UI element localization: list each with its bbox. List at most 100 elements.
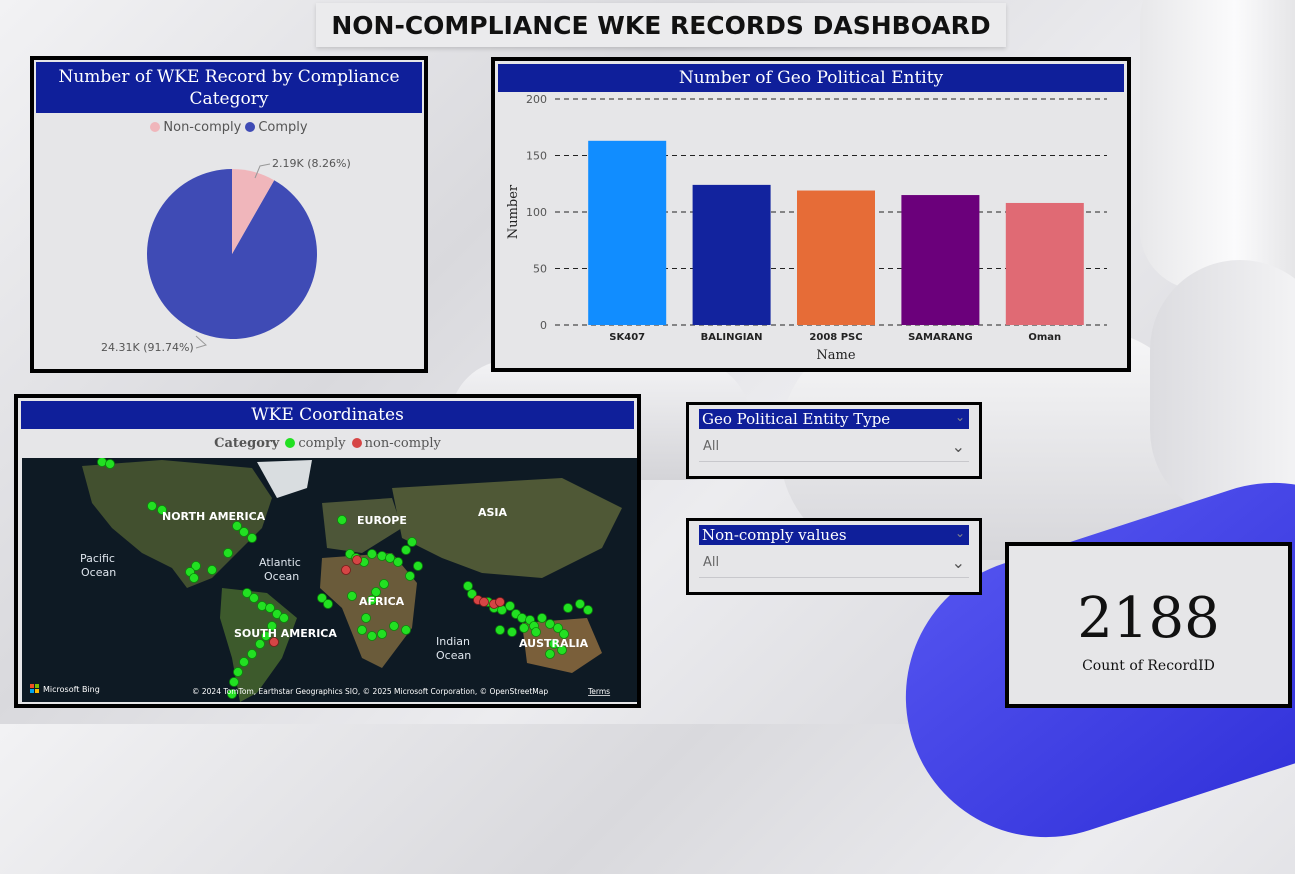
map-point-comply[interactable] <box>557 645 567 655</box>
map-point-comply[interactable] <box>537 613 547 623</box>
map-point-comply[interactable] <box>517 613 527 623</box>
map-point-comply[interactable] <box>563 603 573 613</box>
x-tick-label: SAMARANG <box>908 332 973 343</box>
map-point-comply[interactable] <box>371 587 381 597</box>
map-point-comply[interactable] <box>367 631 377 641</box>
chevron-down-icon: ⌄ <box>951 436 965 456</box>
map-point-comply[interactable] <box>239 657 249 667</box>
map-point-comply[interactable] <box>147 501 157 511</box>
map-point-comply[interactable] <box>405 571 415 581</box>
map-canvas[interactable]: NORTH AMERICA EUROPE ASIA AFRICA SOUTH A… <box>22 458 637 702</box>
map-point-comply[interactable] <box>495 625 505 635</box>
map-point-comply[interactable] <box>157 505 167 515</box>
map-point-comply[interactable] <box>357 625 367 635</box>
legend-item-noncomply[interactable]: Non-comply <box>150 120 241 135</box>
geo-entity-type-slicer[interactable]: Geo Political Entity Type ⌄ All ⌄ <box>686 402 982 479</box>
map-point-comply[interactable] <box>545 619 555 629</box>
map-point-comply[interactable] <box>279 613 289 623</box>
map-point-comply[interactable] <box>232 521 242 531</box>
map-point-comply[interactable] <box>497 605 507 615</box>
map-provider: Microsoft Bing <box>43 685 100 694</box>
map-point-comply[interactable] <box>531 627 541 637</box>
map-point-comply[interactable] <box>575 599 585 609</box>
map-point-comply[interactable] <box>223 548 233 558</box>
map-point-noncomply[interactable] <box>269 637 279 647</box>
map-point-comply[interactable] <box>261 631 271 641</box>
map-point-comply[interactable] <box>255 639 265 649</box>
bar-2008-psc[interactable] <box>797 190 875 325</box>
wke-map-card[interactable]: WKE Coordinates Category comply non-comp… <box>14 394 641 708</box>
map-point-comply[interactable] <box>559 629 569 639</box>
map-point-comply[interactable] <box>191 561 201 571</box>
noncomply-values-dropdown[interactable]: All ⌄ <box>699 547 969 578</box>
map-point-comply[interactable] <box>361 613 371 623</box>
map-point-comply[interactable] <box>583 605 593 615</box>
map-point-comply[interactable] <box>249 593 259 603</box>
map-point-comply[interactable] <box>407 537 417 547</box>
map-point-comply[interactable] <box>227 689 237 699</box>
map-point-comply[interactable] <box>393 557 403 567</box>
noncomply-values-slicer[interactable]: Non-comply values ⌄ All ⌄ <box>686 518 982 595</box>
map-point-comply[interactable] <box>233 667 243 677</box>
map-point-comply[interactable] <box>247 533 257 543</box>
map-point-comply[interactable] <box>389 621 399 631</box>
map-point-comply[interactable] <box>519 623 529 633</box>
map-point-comply[interactable] <box>347 591 357 601</box>
map-point-comply[interactable] <box>97 458 107 467</box>
map-point-comply[interactable] <box>189 573 199 583</box>
map-point-noncomply[interactable] <box>352 555 362 565</box>
pie-chart[interactable]: 2.19K (8.26%) 24.31K (91.74%) <box>34 140 424 370</box>
map-point-comply[interactable] <box>239 527 249 537</box>
compliance-pie-card[interactable]: Number of WKE Record by Compliance Categ… <box>30 56 428 373</box>
map-point-comply[interactable] <box>367 549 377 559</box>
slicer-value: All <box>703 438 720 454</box>
world-map[interactable]: NORTH AMERICA EUROPE ASIA AFRICA SOUTH A… <box>22 458 637 702</box>
map-point-noncomply[interactable] <box>495 597 505 607</box>
bar-balingian[interactable] <box>692 184 771 325</box>
map-point-comply[interactable] <box>267 621 277 631</box>
bar-samarang[interactable] <box>901 195 980 325</box>
map-point-comply[interactable] <box>463 581 473 591</box>
map-point-comply[interactable] <box>105 459 115 469</box>
map-terms-link[interactable]: Terms <box>587 687 610 696</box>
chevron-down-icon[interactable]: ⌄ <box>954 410 965 424</box>
pie-slice-comply[interactable] <box>146 169 317 340</box>
map-point-comply[interactable] <box>367 595 377 605</box>
geo-entity-type-dropdown[interactable]: All ⌄ <box>699 431 969 462</box>
map-point-comply[interactable] <box>553 623 563 633</box>
map-point-comply[interactable] <box>385 553 395 563</box>
bar-oman[interactable] <box>1005 202 1084 325</box>
map-point-comply[interactable] <box>337 515 347 525</box>
map-point-noncomply[interactable] <box>341 565 351 575</box>
map-point-comply[interactable] <box>317 593 327 603</box>
bar-sk407[interactable] <box>588 140 667 325</box>
map-point-comply[interactable] <box>401 545 411 555</box>
map-point-comply[interactable] <box>379 579 389 589</box>
bar-chart[interactable]: 0 50 100 150 200 SK407 BALINGIAN 2008 PSC SAMARA… <box>495 89 1125 369</box>
pie-slice-noncomply[interactable] <box>232 169 275 254</box>
legend-item-noncomply[interactable]: non-comply <box>351 436 441 451</box>
map-point-noncomply[interactable] <box>479 597 489 607</box>
map-point-comply[interactable] <box>265 603 275 613</box>
map-point-comply[interactable] <box>257 601 267 611</box>
map-point-comply[interactable] <box>549 639 559 649</box>
chevron-down-icon[interactable]: ⌄ <box>954 526 965 540</box>
legend-item-comply[interactable]: comply <box>285 436 346 451</box>
legend-item-comply[interactable]: Comply <box>245 120 308 135</box>
geo-entity-bar-card[interactable]: Number of Geo Political Entity 0 50 100 150… <box>491 57 1131 372</box>
map-point-comply[interactable] <box>401 625 411 635</box>
map-point-comply[interactable] <box>323 599 333 609</box>
map-point-comply[interactable] <box>505 601 515 611</box>
map-point-comply[interactable] <box>545 649 555 659</box>
map-point-comply[interactable] <box>247 649 257 659</box>
map-point-comply[interactable] <box>377 551 387 561</box>
map-point-comply[interactable] <box>467 589 477 599</box>
map-point-comply[interactable] <box>507 627 517 637</box>
map-legend-title: Category <box>214 435 280 451</box>
map-point-comply[interactable] <box>377 629 387 639</box>
map-point-comply[interactable] <box>413 561 423 571</box>
map-point-comply[interactable] <box>229 677 239 687</box>
map-point-comply[interactable] <box>207 565 217 575</box>
map-point-comply[interactable] <box>242 588 252 598</box>
record-count-card[interactable]: 2188 Count of RecordID <box>1005 542 1292 708</box>
